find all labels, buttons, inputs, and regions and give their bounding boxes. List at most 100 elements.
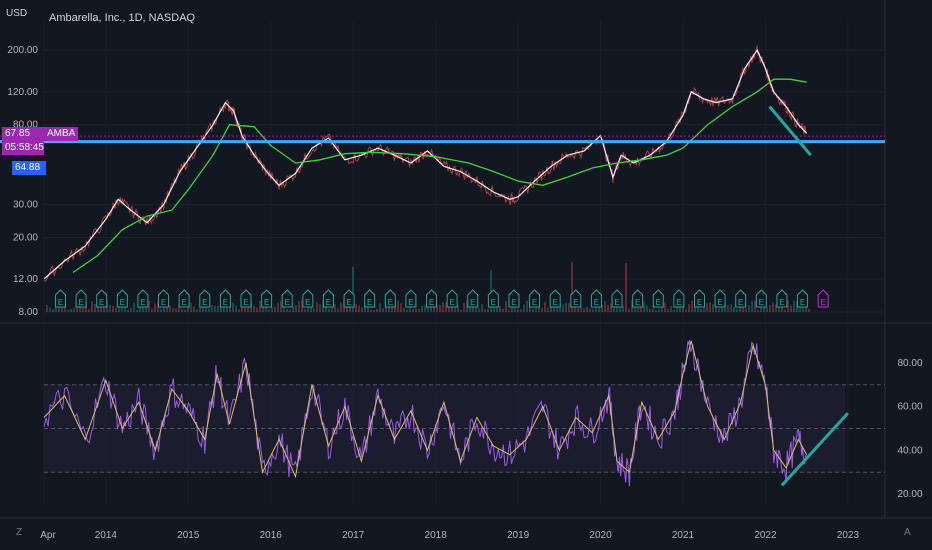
ticker-tag: AMBA: [44, 127, 79, 141]
earnings-marker[interactable]: E: [446, 289, 458, 308]
volume-bar: [631, 300, 633, 312]
earnings-marker-shape: [178, 289, 190, 308]
volume-bar: [421, 305, 423, 312]
earnings-marker[interactable]: E: [116, 289, 128, 308]
volume-bar: [58, 303, 60, 312]
volume-bar: [52, 309, 54, 312]
earnings-marker[interactable]: E: [529, 289, 541, 308]
earnings-marker[interactable]: E: [426, 289, 438, 308]
earnings-marker[interactable]: E: [199, 289, 211, 308]
earnings-marker-label: E: [779, 298, 784, 307]
earnings-marker-label: E: [553, 298, 558, 307]
earnings-marker-label: E: [120, 298, 125, 307]
time-tick-label: 2016: [260, 530, 283, 541]
earnings-marker[interactable]: E: [96, 289, 108, 308]
volume-bar: [430, 305, 432, 312]
volume-bar: [715, 304, 717, 312]
earnings-marker[interactable]: E: [322, 289, 334, 308]
earnings-marker[interactable]: E: [487, 289, 499, 308]
earnings-marker-label: E: [305, 298, 310, 307]
volume-bar: [706, 303, 708, 312]
earnings-marker[interactable]: E: [632, 289, 644, 308]
earnings-marker-label: E: [614, 298, 619, 307]
volume-bar: [730, 304, 732, 312]
volume-bar: [493, 307, 495, 312]
price-tick-label: 12.00: [13, 274, 38, 285]
upcoming-earnings-marker[interactable]: E: [817, 289, 829, 308]
volume-bar: [169, 305, 171, 312]
volume-bar: [562, 304, 564, 312]
earnings-marker[interactable]: E: [652, 289, 664, 308]
volume-bar: [616, 306, 618, 312]
volume-bar: [172, 307, 174, 312]
volume-bar: [655, 309, 657, 312]
time-tick-label: 2017: [342, 530, 365, 541]
earnings-marker-label: E: [800, 298, 805, 307]
volume-bar: [790, 305, 792, 312]
earnings-marker-shape: [219, 289, 231, 308]
volume-bar: [226, 305, 228, 312]
volume-bar: [805, 306, 807, 312]
earnings-marker[interactable]: E: [755, 289, 767, 308]
earnings-marker[interactable]: E: [343, 289, 355, 308]
earnings-marker-shape: [240, 289, 252, 308]
earnings-marker-label: E: [346, 298, 351, 307]
earnings-marker[interactable]: E: [673, 289, 685, 308]
symbol-title[interactable]: Ambarella, Inc., 1D, NASDAQ: [49, 12, 196, 24]
earnings-marker[interactable]: E: [508, 289, 520, 308]
volume-bar: [283, 307, 285, 312]
earnings-marker[interactable]: E: [75, 289, 87, 308]
earnings-marker-shape: [652, 289, 664, 308]
earnings-marker[interactable]: E: [693, 289, 705, 308]
earnings-marker[interactable]: E: [137, 289, 149, 308]
earnings-marker[interactable]: E: [590, 289, 602, 308]
volume-bar: [460, 309, 462, 312]
volume-bar: [424, 305, 426, 312]
volume-bar: [166, 305, 168, 312]
auto-scale-button[interactable]: A: [904, 527, 911, 538]
rsi-line: [43, 340, 807, 487]
earnings-marker-shape: [693, 289, 705, 308]
volume-bar: [319, 304, 321, 312]
earnings-marker[interactable]: E: [364, 289, 376, 308]
earnings-marker[interactable]: E: [714, 289, 726, 308]
volume-bar: [718, 308, 720, 312]
earnings-marker-label: E: [676, 298, 681, 307]
volume-bar: [127, 309, 129, 312]
volume-bar: [496, 307, 498, 312]
earnings-marker-label: E: [285, 298, 290, 307]
earnings-marker[interactable]: E: [54, 289, 66, 308]
volume-bar: [457, 305, 459, 312]
earnings-marker[interactable]: E: [219, 289, 231, 308]
earnings-marker[interactable]: E: [570, 289, 582, 308]
timezone-button[interactable]: Z: [16, 527, 23, 538]
countdown-tag: 05:58:45: [2, 141, 44, 155]
volume-bar: [520, 309, 522, 312]
volume-bar: [175, 308, 177, 312]
time-tick-label: 2018: [425, 530, 448, 541]
volume-bar: [355, 303, 357, 312]
volume-bar: [412, 309, 414, 312]
earnings-marker[interactable]: E: [611, 289, 623, 308]
earnings-marker[interactable]: E: [281, 289, 293, 308]
earnings-marker[interactable]: E: [384, 289, 396, 308]
volume-bar: [700, 309, 702, 312]
earnings-marker[interactable]: E: [261, 289, 273, 308]
earnings-marker[interactable]: E: [467, 289, 479, 308]
earnings-marker[interactable]: E: [549, 289, 561, 308]
earnings-marker[interactable]: E: [240, 289, 252, 308]
volume-bar: [652, 308, 654, 312]
volume-bar: [484, 309, 486, 312]
earnings-marker-shape: [714, 289, 726, 308]
volume-bar: [724, 303, 726, 312]
earnings-marker[interactable]: E: [797, 289, 809, 308]
earnings-marker[interactable]: E: [302, 289, 314, 308]
volume-bar: [382, 308, 384, 312]
volume-bar: [646, 305, 648, 312]
earnings-marker[interactable]: E: [735, 289, 747, 308]
earnings-marker[interactable]: E: [405, 289, 417, 308]
earnings-marker[interactable]: E: [776, 289, 788, 308]
earnings-marker[interactable]: E: [178, 289, 190, 308]
earnings-marker[interactable]: E: [158, 289, 170, 308]
